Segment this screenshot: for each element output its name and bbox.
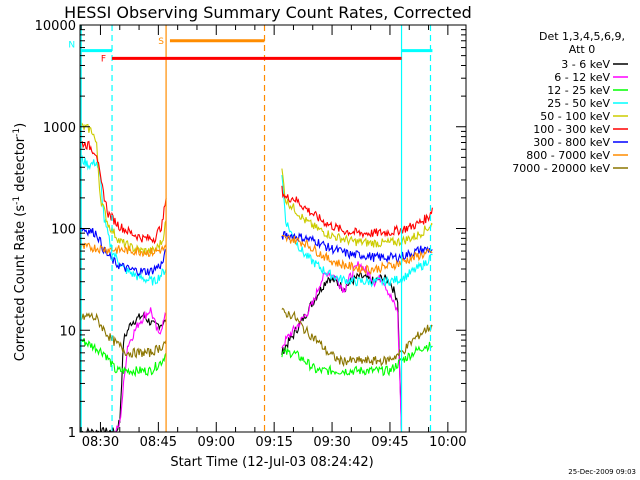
legend-entry-label-6: 300 - 800 keV <box>533 136 610 149</box>
legend-entry-label-0: 3 - 6 keV <box>561 58 610 71</box>
plot-area: F S N 1 10 100 1000 10000 08:30 08:45 09:00 09:15 09… <box>35 19 467 450</box>
series-line-3-segment-0 <box>80 155 167 286</box>
x-tick-label-1: 08:45 <box>140 435 177 450</box>
series-line-3-segment-1 <box>281 175 433 288</box>
y-axis-label-sup1: -1 <box>12 196 22 205</box>
x-tick-label-0: 08:30 <box>82 435 119 450</box>
legend-entry-label-8: 7000 - 20000 keV <box>512 162 610 175</box>
flag-bar-label-0: F <box>101 54 106 64</box>
svg-text:Corrected Count Rate (s-1 dete: Corrected Count Rate (s-1 detector-1) <box>12 123 28 361</box>
legend-header-0: Det 1,3,4,5,6,9, <box>539 30 625 43</box>
flag-bar-label-1: S <box>158 37 164 47</box>
y-axis-label-sup2: -1 <box>12 128 22 137</box>
x-tick-label-3: 09:15 <box>255 435 292 450</box>
series-line-5-segment-1 <box>281 185 433 239</box>
x-axis-label: Start Time (12-Jul-03 08:24:42) <box>170 455 373 470</box>
flag-bar-label-2: N <box>68 41 75 51</box>
y-axis-label-mid: detector <box>13 136 28 196</box>
y-tick-label-2: 100 <box>51 223 76 238</box>
footer-timestamp: 25-Dec-2009 09:03 <box>568 468 636 476</box>
y-axis-label: Corrected Count Rate (s-1 detector-1) <box>12 123 28 361</box>
legend-entry-label-1: 6 - 12 keV <box>554 71 610 84</box>
series-line-7-segment-1 <box>281 234 433 275</box>
series-line-8-segment-1 <box>281 307 433 368</box>
y-tick-label-0: 1 <box>68 426 76 441</box>
y-tick-label-4: 10000 <box>35 19 76 34</box>
chart-title: HESSI Observing Summary Count Rates, Cor… <box>64 3 472 22</box>
y-tick-label-3: 1000 <box>43 121 76 136</box>
series-line-4-segment-1 <box>281 168 433 248</box>
series-line-2-segment-0 <box>80 338 167 378</box>
y-axis-label-end: ) <box>13 123 28 128</box>
series-line-5-segment-0 <box>81 140 167 245</box>
series-line-0-segment-1 <box>281 271 403 433</box>
legend-entry-label-4: 50 - 100 keV <box>540 110 610 123</box>
legend-entry-label-3: 25 - 50 keV <box>547 97 610 110</box>
x-tick-label-4: 09:30 <box>313 435 350 450</box>
y-axis-label-main: Corrected Count Rate (s <box>13 205 28 362</box>
series-line-7-segment-0 <box>80 242 167 258</box>
series-line-1-segment-0 <box>115 307 167 433</box>
y-tick-label-1: 10 <box>59 324 76 339</box>
legend-header-1: Att 0 <box>569 43 595 56</box>
legend-entry-label-2: 12 - 25 keV <box>547 84 610 97</box>
x-tick-label-5: 09:45 <box>371 435 408 450</box>
x-tick-label-2: 09:00 <box>198 435 235 450</box>
x-tick-label-6: 10:00 <box>429 435 466 450</box>
legend-entry-label-5: 100 - 300 keV <box>533 123 610 136</box>
series-line-8-segment-0 <box>80 311 167 359</box>
series-line-2-segment-1 <box>281 341 433 377</box>
legend-entry-label-7: 800 - 7000 keV <box>526 149 610 162</box>
series-line-6-segment-0 <box>80 227 167 277</box>
